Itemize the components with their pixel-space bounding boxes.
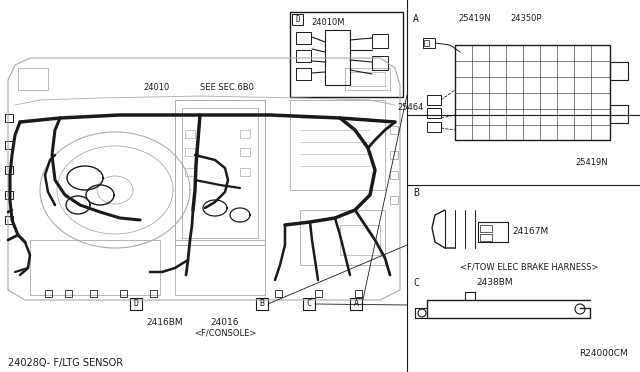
Bar bbox=[290, 12, 403, 97]
Bar bbox=[90, 290, 97, 297]
Bar bbox=[325, 30, 350, 85]
Bar bbox=[18, 68, 48, 90]
Bar bbox=[292, 14, 303, 25]
Bar bbox=[175, 100, 265, 245]
Text: C: C bbox=[413, 278, 419, 288]
Bar bbox=[130, 298, 142, 310]
Text: B: B bbox=[259, 299, 264, 308]
Bar bbox=[5, 166, 13, 174]
Bar bbox=[303, 298, 315, 310]
Bar bbox=[30, 240, 160, 295]
Bar bbox=[5, 191, 13, 199]
Bar bbox=[185, 168, 195, 176]
Text: 25419N: 25419N bbox=[575, 158, 608, 167]
Text: 24167M: 24167M bbox=[512, 228, 548, 237]
Bar bbox=[423, 38, 435, 48]
Text: 24010M: 24010M bbox=[311, 18, 345, 27]
Bar bbox=[256, 298, 268, 310]
Text: 25419N: 25419N bbox=[458, 14, 491, 23]
Bar bbox=[350, 72, 385, 86]
Bar bbox=[296, 68, 311, 80]
Bar bbox=[610, 105, 628, 123]
Text: <F/TOW ELEC BRAKE HARNESS>: <F/TOW ELEC BRAKE HARNESS> bbox=[460, 262, 598, 271]
Text: 24028Q- F/LTG SENSOR: 24028Q- F/LTG SENSOR bbox=[8, 358, 123, 368]
Bar bbox=[480, 225, 492, 232]
Bar bbox=[424, 40, 429, 46]
Bar bbox=[150, 290, 157, 297]
Bar bbox=[5, 141, 13, 149]
Bar bbox=[240, 168, 250, 176]
Text: 24016: 24016 bbox=[211, 318, 239, 327]
Bar bbox=[610, 62, 628, 80]
Text: <F/CONSOLE>: <F/CONSOLE> bbox=[194, 328, 256, 337]
Bar bbox=[390, 171, 398, 179]
Bar bbox=[275, 290, 282, 297]
Bar bbox=[290, 100, 385, 190]
Text: R24000CM: R24000CM bbox=[579, 349, 628, 358]
Text: 24350P: 24350P bbox=[510, 14, 541, 23]
Bar bbox=[296, 50, 311, 62]
Bar bbox=[65, 290, 72, 297]
Bar bbox=[5, 114, 13, 122]
Bar bbox=[390, 126, 398, 134]
Text: 2438BM: 2438BM bbox=[477, 278, 513, 287]
Bar bbox=[120, 290, 127, 297]
Bar bbox=[240, 130, 250, 138]
Text: 2416BM: 2416BM bbox=[147, 318, 183, 327]
Text: 24010: 24010 bbox=[144, 83, 170, 92]
Bar bbox=[427, 122, 441, 132]
Bar bbox=[350, 298, 362, 310]
Text: A: A bbox=[353, 299, 358, 308]
Bar bbox=[5, 216, 13, 224]
Bar bbox=[372, 34, 388, 48]
Bar bbox=[240, 148, 250, 156]
Bar bbox=[480, 234, 492, 241]
Text: C: C bbox=[307, 299, 312, 308]
Bar bbox=[478, 222, 508, 242]
Bar bbox=[372, 56, 388, 70]
Bar bbox=[345, 68, 390, 90]
Bar bbox=[175, 240, 265, 295]
Text: SEE SEC.6B0: SEE SEC.6B0 bbox=[200, 83, 254, 92]
Bar bbox=[315, 290, 322, 297]
Bar bbox=[182, 108, 258, 238]
Bar bbox=[390, 196, 398, 204]
Text: B: B bbox=[413, 188, 419, 198]
Bar bbox=[296, 32, 311, 44]
Bar bbox=[45, 290, 52, 297]
Bar bbox=[340, 225, 380, 255]
Text: D: D bbox=[134, 299, 138, 308]
Bar bbox=[185, 130, 195, 138]
Bar bbox=[427, 95, 441, 105]
Bar bbox=[455, 45, 610, 140]
Bar bbox=[185, 148, 195, 156]
Text: A: A bbox=[413, 14, 419, 24]
Bar bbox=[300, 210, 385, 265]
Bar bbox=[355, 290, 362, 297]
Bar bbox=[390, 151, 398, 159]
Text: 25464: 25464 bbox=[397, 103, 424, 112]
Text: D: D bbox=[295, 15, 300, 24]
Bar bbox=[427, 108, 441, 118]
